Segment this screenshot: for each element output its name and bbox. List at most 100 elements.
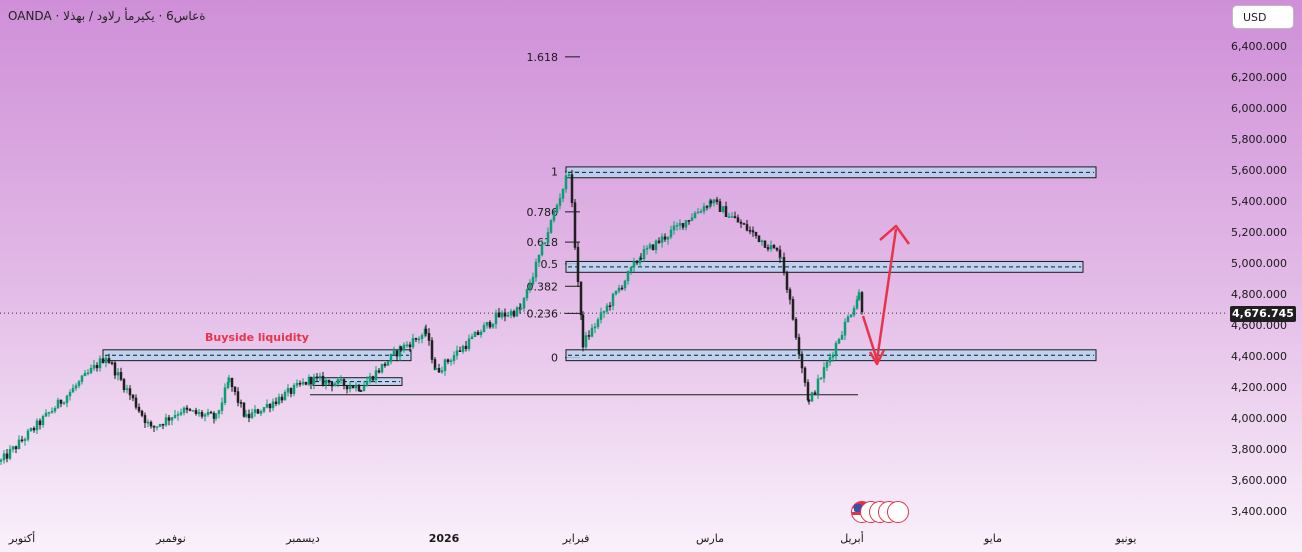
candle-body xyxy=(654,240,658,251)
candle-body xyxy=(44,412,48,417)
candle-body xyxy=(339,379,343,381)
candle-body xyxy=(800,353,804,369)
fib-level-label: 0.5 xyxy=(541,258,559,271)
event-icon[interactable] xyxy=(887,501,909,523)
candle-body xyxy=(286,388,290,393)
candle-body xyxy=(648,244,652,249)
candle-body xyxy=(309,376,313,385)
candle-body xyxy=(408,344,412,348)
candle-body xyxy=(32,428,36,431)
candle-body xyxy=(137,406,141,412)
candle-body xyxy=(161,424,165,426)
candle-body xyxy=(455,350,459,356)
candle-body xyxy=(754,231,758,236)
y-tick-label: 4,400.000 xyxy=(1231,350,1287,363)
candle-body xyxy=(579,281,583,316)
candle-body xyxy=(56,399,60,409)
candle-body xyxy=(11,446,15,450)
candle-body xyxy=(494,312,498,325)
candle-body xyxy=(110,362,114,364)
candle-body xyxy=(298,382,302,385)
candle-body xyxy=(819,377,823,380)
mid-zone xyxy=(565,260,1084,273)
candle-body xyxy=(797,337,801,355)
candle-body xyxy=(244,413,248,417)
candle-body xyxy=(420,335,424,340)
candle-body xyxy=(626,270,630,282)
symbol-title[interactable]: OANDA · ةعاس6 · يكيرمأ رلاود / بهذلا xyxy=(8,9,206,23)
candle-body xyxy=(239,402,243,404)
candle-body xyxy=(522,297,526,309)
candle-body xyxy=(8,449,12,459)
candle-body xyxy=(327,379,331,383)
economic-events-group[interactable] xyxy=(851,501,911,523)
x-axis: أكتوبر نوفمبر ديسمبر 2026 فبراير مارس أبريل ماي… xyxy=(8,531,1137,545)
y-tick-label: 6,000.000 xyxy=(1231,102,1287,115)
candle-body xyxy=(772,245,776,249)
candle-body xyxy=(690,217,694,221)
fib-level-label: 0.382 xyxy=(527,280,559,293)
candle-body xyxy=(558,198,562,206)
zones-group xyxy=(102,166,1097,396)
candle-body xyxy=(348,385,352,390)
candle-body xyxy=(742,223,746,225)
currency-button[interactable]: USD xyxy=(1232,5,1294,29)
candle-body xyxy=(351,385,355,389)
candle-body xyxy=(209,411,213,414)
candle-body xyxy=(669,229,673,238)
x-tick-label: مارس xyxy=(696,532,724,545)
y-tick-label: 6,400.000 xyxy=(1231,40,1287,53)
candle-body xyxy=(217,410,221,414)
candle-body xyxy=(307,376,311,385)
candle-body xyxy=(567,174,571,176)
candle-body xyxy=(473,331,477,337)
candle-body xyxy=(223,387,227,403)
candle-body xyxy=(2,453,6,461)
candle-body xyxy=(354,385,358,389)
candle-body xyxy=(678,223,682,226)
candle-body xyxy=(371,376,375,381)
fib-level-label: 0.236 xyxy=(527,307,559,320)
candle-body xyxy=(614,290,618,295)
candle-body xyxy=(476,331,480,335)
candle-body xyxy=(170,417,174,421)
y-tick-label: 3,600.000 xyxy=(1231,474,1287,487)
annotations-group: Buyside liquidity xyxy=(205,224,911,366)
candle-body xyxy=(528,283,532,290)
candle-body xyxy=(712,199,716,204)
candle-body xyxy=(434,368,438,370)
candle-body xyxy=(131,394,135,399)
candle-body xyxy=(179,412,183,415)
candle-body xyxy=(41,416,45,426)
candle-body xyxy=(405,344,409,347)
candle-body xyxy=(479,331,483,335)
candle-body xyxy=(417,338,421,341)
candle-body xyxy=(50,410,54,413)
candle-body xyxy=(392,350,396,355)
candle-body xyxy=(143,415,147,423)
candle-body xyxy=(843,321,847,336)
candle-body xyxy=(834,342,838,356)
candle-body xyxy=(437,368,441,373)
candle-body xyxy=(645,247,649,250)
candle-body xyxy=(365,381,369,387)
candle-body xyxy=(488,321,492,328)
candle-body xyxy=(80,375,84,382)
candle-body xyxy=(220,402,224,411)
candle-body xyxy=(38,420,42,426)
candle-body xyxy=(552,212,556,221)
projection-arrow-down-head xyxy=(868,349,886,366)
candle-body xyxy=(330,382,334,387)
candle-body xyxy=(828,357,832,363)
candle-body xyxy=(660,236,664,243)
candle-body xyxy=(83,373,87,377)
candle-body xyxy=(531,276,535,285)
candle-body xyxy=(374,370,378,381)
y-tick-label: 5,000.000 xyxy=(1231,257,1287,270)
candle-body xyxy=(430,340,434,360)
candle-body xyxy=(506,315,510,317)
candle-body xyxy=(573,202,577,248)
candle-body xyxy=(318,375,322,378)
